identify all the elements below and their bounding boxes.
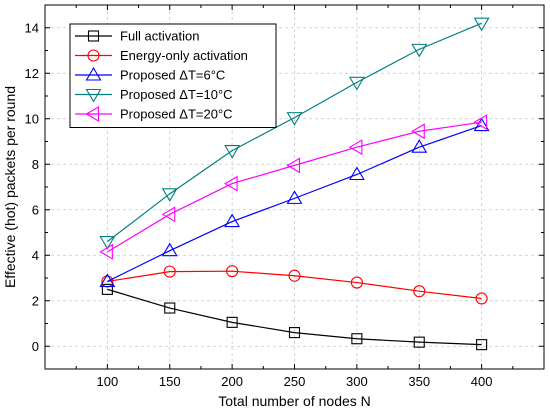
legend-entry: Full activation <box>75 29 199 44</box>
data-point <box>161 188 178 202</box>
data-point <box>475 292 488 305</box>
data-point <box>411 123 425 140</box>
legend-entry: Proposed ΔT=6°C <box>75 66 225 83</box>
data-point <box>163 265 176 278</box>
x-tick-label: 100 <box>97 374 119 389</box>
y-tick-label: 4 <box>32 248 39 263</box>
series-line <box>107 22 482 243</box>
data-point <box>413 285 426 298</box>
y-axis-title: Effective (hot) packets per round <box>2 86 18 288</box>
data-point <box>224 175 238 192</box>
data-point <box>413 336 425 348</box>
data-point <box>161 206 176 223</box>
legend-entry: Energy-only activation <box>75 48 248 63</box>
data-point <box>473 17 490 32</box>
data-point <box>411 139 428 153</box>
data-point <box>101 283 113 295</box>
legend-entry: Proposed ΔT=20°C <box>75 106 233 122</box>
data-point <box>411 43 428 58</box>
data-point <box>351 333 363 345</box>
series-2 <box>99 117 490 287</box>
data-point <box>286 157 301 174</box>
series-line <box>107 270 482 300</box>
data-point <box>164 302 176 314</box>
data-point <box>286 190 303 204</box>
data-point <box>288 269 301 282</box>
legend-label: Proposed ΔT=10°C <box>120 87 233 102</box>
data-point <box>224 213 241 228</box>
data-point <box>226 265 239 278</box>
data-point <box>99 273 116 287</box>
y-tick-label: 0 <box>32 339 39 354</box>
y-tick-label: 14 <box>25 20 39 35</box>
data-point <box>161 242 178 257</box>
data-point <box>286 112 303 126</box>
data-point <box>99 243 113 260</box>
data-point <box>348 139 363 156</box>
series-0 <box>101 283 488 351</box>
y-tick-label: 6 <box>32 202 39 217</box>
series-line <box>107 288 482 346</box>
data-point <box>288 327 301 339</box>
x-tick-label: 350 <box>408 374 430 389</box>
data-point <box>473 114 488 131</box>
y-tick-label: 10 <box>25 111 39 126</box>
legend: Full activation Energy-only activation Pro… <box>69 23 277 128</box>
data-point <box>348 166 365 181</box>
x-tick-label: 150 <box>159 374 181 389</box>
legend-marker <box>87 49 100 62</box>
x-tick-label: 250 <box>284 374 306 389</box>
legend-label: Energy-only activation <box>120 48 248 63</box>
data-point <box>350 276 363 289</box>
y-tick-label: 12 <box>25 66 39 81</box>
tick-layer: 100 150 200 250 300 350 400 0 2 4 6 8 10 12 14 <box>25 5 544 389</box>
series-3 <box>99 17 490 250</box>
series-line <box>107 125 482 282</box>
x-tick-label: 200 <box>221 374 243 389</box>
legend-marker <box>87 30 100 42</box>
data-point <box>348 76 365 91</box>
y-tick-label: 8 <box>32 157 39 172</box>
x-tick-label: 400 <box>471 374 493 389</box>
y-tick-label: 2 <box>32 293 39 308</box>
data-point <box>99 236 116 250</box>
series-line <box>107 121 482 253</box>
legend-box <box>69 23 277 128</box>
legend-marker <box>85 88 102 103</box>
legend-marker <box>85 66 102 81</box>
legend-label: Full activation <box>120 29 199 44</box>
data-point <box>226 316 238 328</box>
x-axis-title: Total number of nodes N <box>218 393 371 409</box>
legend-entry: Proposed ΔT=10°C <box>75 87 233 103</box>
series-4 <box>99 114 488 260</box>
legend-label: Proposed ΔT=6°C <box>120 68 225 83</box>
data-point <box>476 339 488 351</box>
legend-marker <box>85 106 100 122</box>
data-point <box>224 145 241 159</box>
series-layer <box>99 17 490 351</box>
legend-label: Proposed ΔT=20°C <box>120 107 233 122</box>
x-tick-label: 300 <box>346 374 368 389</box>
